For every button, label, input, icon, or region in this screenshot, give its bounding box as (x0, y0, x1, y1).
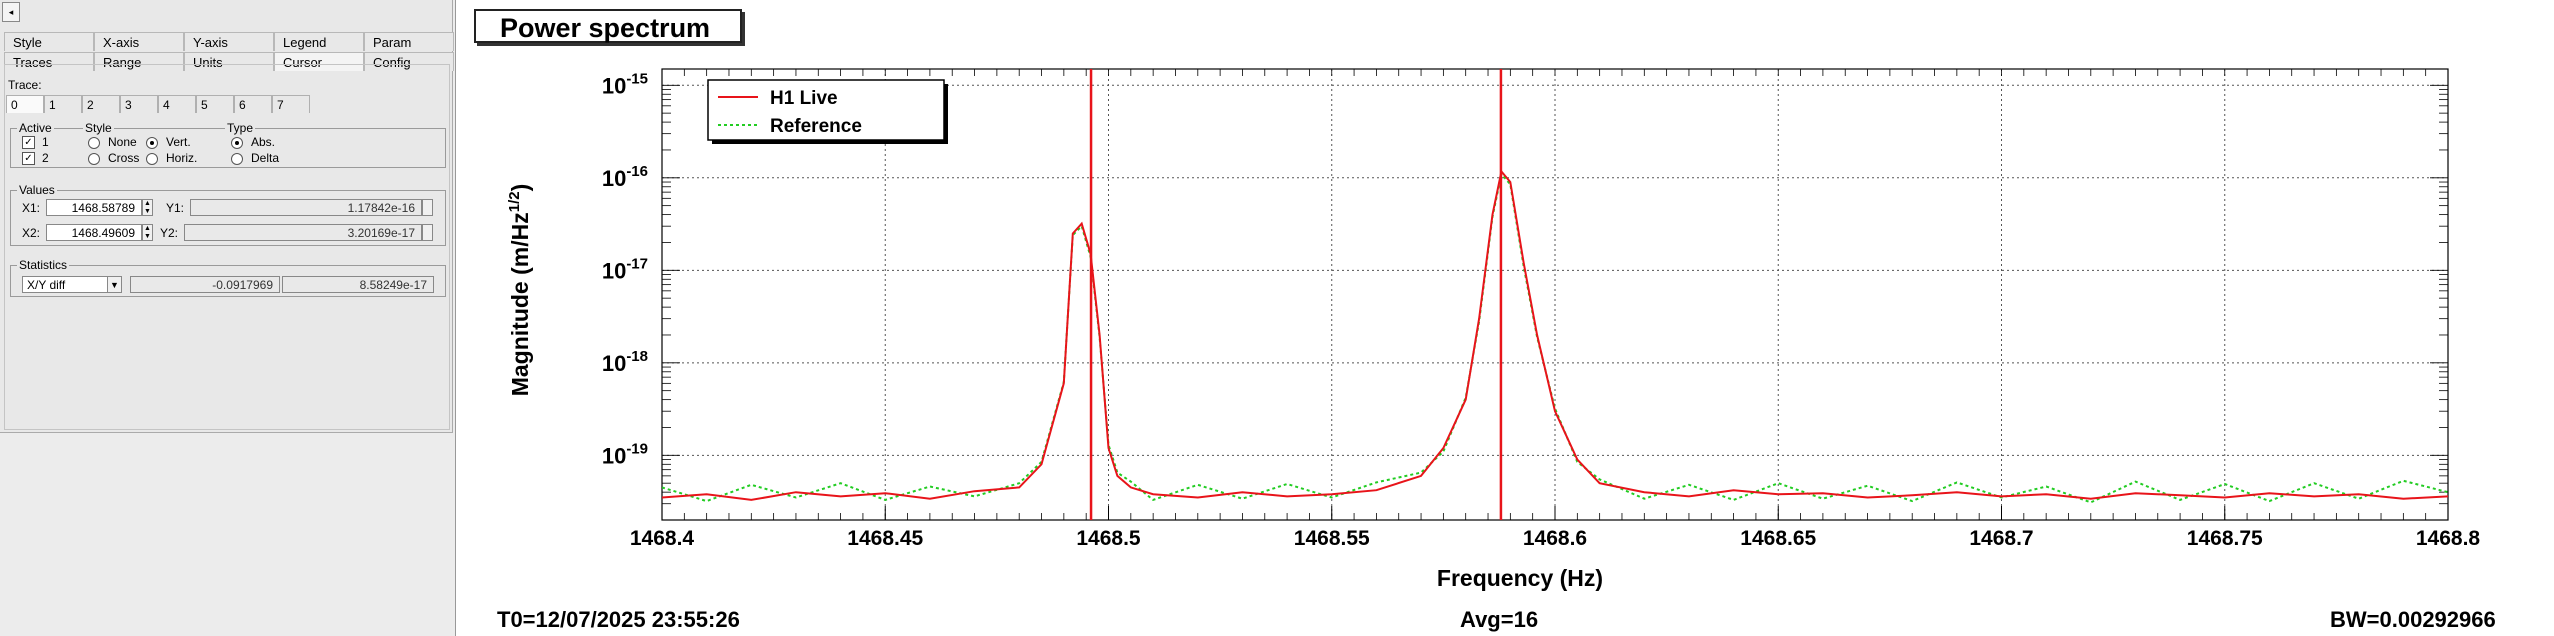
y2-field: 3.20169e-17 (184, 224, 422, 241)
type-title: Type (225, 121, 256, 135)
legend-label: Reference (770, 116, 862, 137)
legend: H1 Live Reference (707, 79, 948, 144)
footer-avg: Avg=16 (1460, 607, 1539, 632)
active-1-label: 1 (42, 135, 49, 149)
trace-label: Trace: (8, 78, 42, 92)
x-tick-label: 1468.45 (847, 527, 923, 550)
y1-label: Y1: (166, 201, 185, 215)
type-abs-label: Abs. (251, 135, 276, 149)
y2-label: Y2: (160, 226, 179, 240)
trace-tab-7[interactable]: 7 (272, 95, 310, 113)
footer-bw: BW=0.00292966 (2330, 607, 2496, 632)
x-tick-label: 1468.55 (1294, 527, 1370, 550)
tab-cursor[interactable]: Cursor (274, 52, 364, 71)
style-title: Style (83, 121, 114, 135)
y-axis-label: Magnitude (m/Hz1/2) (506, 184, 533, 397)
power-spectrum-chart: 1468.4 1468.45 1468.5 1468.55 1468.6 1468.65 1… (506, 68, 2481, 591)
x1-field[interactable]: 1468.58789 (46, 199, 142, 216)
style-cross-radio[interactable] (88, 153, 100, 165)
stat-dy-field: 8.58249e-17 (282, 276, 434, 293)
y-tick-label: 10-18 (602, 348, 648, 376)
y2-stepper (422, 224, 433, 241)
tab-param[interactable]: Param (364, 32, 454, 51)
y-tick-label: 10-19 (602, 440, 648, 468)
tab-traces[interactable]: Traces (4, 52, 94, 71)
chevron-down-icon[interactable]: ▼ (107, 276, 122, 293)
x2-label: X2: (22, 226, 41, 240)
style-vert-radio[interactable] (146, 137, 158, 149)
x2-stepper[interactable]: ▲ ▼ (142, 224, 153, 241)
values-title: Values (17, 183, 57, 197)
series-h1-live (662, 169, 2448, 501)
y-tick-label: 10-17 (602, 255, 648, 283)
y1-stepper (422, 199, 433, 216)
tab-units[interactable]: Units (184, 52, 274, 71)
type-abs-radio[interactable] (231, 137, 243, 149)
trace-tab-6[interactable]: 6 (234, 95, 272, 113)
x2-field[interactable]: 1468.49609 (46, 224, 142, 241)
values-group: Values (10, 183, 446, 246)
trace-tab-1[interactable]: 1 (44, 95, 82, 113)
style-none-label: None (108, 135, 137, 149)
active-1-checkbox[interactable]: ✓ (22, 136, 35, 149)
style-horiz-label: Horiz. (166, 151, 198, 165)
legend-box (707, 79, 945, 141)
x-axis-label: Frequency (Hz) (1437, 565, 1603, 591)
x-tick-labels: 1468.4 1468.45 1468.5 1468.55 1468.6 1468.65 1… (630, 527, 2481, 550)
active-2-checkbox[interactable]: ✓ (22, 152, 35, 165)
tab-legend[interactable]: Legend (274, 32, 364, 51)
style-cross-label: Cross (108, 151, 140, 165)
y-tick-label: 10-16 (602, 163, 648, 191)
y-tick-labels: 10-15 10-16 10-17 10-18 10-19 (602, 70, 648, 468)
control-panel: ◂ Style X-axis Y-axis Legend Param Trace… (0, 0, 454, 433)
tab-style[interactable]: Style (4, 32, 94, 51)
x-tick-label: 1468.75 (2187, 527, 2263, 550)
x-tick-label: 1468.7 (1969, 527, 2033, 550)
trace-tab-4[interactable]: 4 (158, 95, 196, 113)
active-title: Active (17, 121, 54, 135)
statistics-select[interactable]: X/Y diff (22, 276, 108, 293)
style-horiz-radio[interactable] (146, 153, 158, 165)
active-2-label: 2 (42, 151, 49, 165)
grid (662, 69, 2448, 520)
tab-x-axis[interactable]: X-axis (94, 32, 184, 51)
trace-tab-2[interactable]: 2 (82, 95, 120, 113)
x-tick-label: 1468.5 (1076, 527, 1141, 550)
collapse-button[interactable]: ◂ (2, 2, 20, 22)
x-tick-label: 1468.4 (630, 527, 695, 550)
x-tick-label: 1468.8 (2416, 527, 2481, 550)
x1-label: X1: (22, 201, 41, 215)
stat-dx-field: -0.0917969 (130, 276, 280, 293)
legend-label: H1 Live (770, 88, 838, 109)
x-tick-label: 1468.65 (1740, 527, 1816, 550)
statistics-title: Statistics (17, 258, 70, 272)
footer-t0: T0=12/07/2025 23:55:26 (497, 607, 740, 632)
type-delta-radio[interactable] (231, 153, 243, 165)
tab-row-1: Style X-axis Y-axis Legend Param (4, 32, 454, 52)
trace-tab-3[interactable]: 3 (120, 95, 158, 113)
tab-y-axis[interactable]: Y-axis (184, 32, 274, 51)
cursor-options-group: Active Style Type (10, 121, 446, 168)
chart-title: Power spectrum (474, 9, 742, 43)
statistics-group: Statistics (10, 258, 446, 297)
cursor-lines (1089, 69, 1503, 520)
style-vert-label: Vert. (166, 135, 191, 149)
trace-tabs: 0 1 2 3 4 5 6 7 (6, 95, 310, 113)
tab-config[interactable]: Config (364, 52, 454, 71)
type-delta-label: Delta (251, 151, 280, 165)
y-tick-label: 10-15 (602, 70, 648, 98)
tab-content-frame (4, 64, 450, 430)
x1-stepper[interactable]: ▲ ▼ (142, 199, 153, 216)
tab-range[interactable]: Range (94, 52, 184, 71)
x-tick-label: 1468.6 (1523, 527, 1587, 550)
trace-tab-5[interactable]: 5 (196, 95, 234, 113)
series-layer (662, 169, 2448, 504)
style-none-radio[interactable] (88, 137, 100, 149)
trace-tab-0[interactable]: 0 (6, 95, 44, 113)
minor-ticks (661, 69, 2449, 521)
y1-field: 1.17842e-16 (190, 199, 422, 216)
tab-row-2: Traces Range Units Cursor Config (4, 52, 454, 72)
